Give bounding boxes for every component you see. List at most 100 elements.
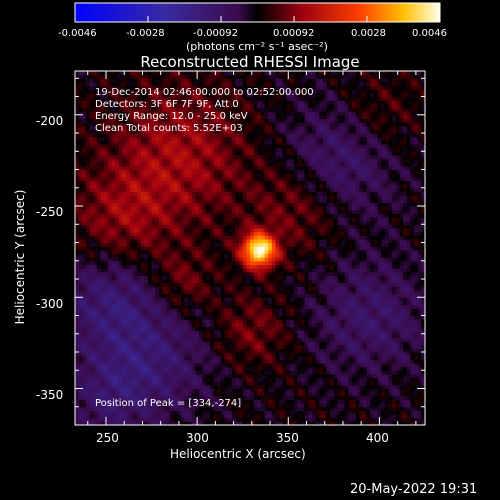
heatmap-cell xyxy=(166,162,171,167)
heatmap-cell xyxy=(177,235,182,240)
heatmap-cell xyxy=(260,399,266,404)
heatmap-cell xyxy=(96,333,102,339)
heatmap-cell xyxy=(147,293,153,298)
heatmap-cell xyxy=(100,180,105,185)
heatmap-cell xyxy=(242,140,247,145)
heatmap-cell xyxy=(253,414,258,419)
heatmap-cell xyxy=(246,377,251,382)
heatmap-cell xyxy=(151,377,156,382)
heatmap-cell xyxy=(136,180,142,185)
heatmap-cell xyxy=(228,319,233,324)
heatmap-cell xyxy=(250,293,255,298)
heatmap-cell xyxy=(93,213,98,218)
heatmap-cell xyxy=(239,191,244,196)
heatmap-cell xyxy=(224,111,229,116)
heatmap-cell xyxy=(100,326,105,331)
heatmap-cell xyxy=(239,158,244,163)
heatmap-cell xyxy=(118,410,123,415)
heatmap-cell xyxy=(188,414,193,419)
heatmap-cell xyxy=(246,406,251,411)
heatmap-cell xyxy=(184,275,189,280)
heatmap-cell xyxy=(198,286,204,291)
heatmap-cell xyxy=(180,78,185,83)
heatmap-cell xyxy=(250,162,255,167)
heatmap-cell xyxy=(209,89,215,94)
heatmap-cell xyxy=(78,308,83,313)
heatmap-cell xyxy=(151,85,156,90)
heatmap-cell xyxy=(111,249,116,255)
heatmap-cell xyxy=(217,260,222,266)
heatmap-cell xyxy=(188,162,193,167)
heatmap-cell xyxy=(96,362,102,368)
heatmap-cell xyxy=(118,399,123,404)
heatmap-cell xyxy=(202,173,207,178)
heatmap-cell xyxy=(140,198,145,203)
heatmap-cell xyxy=(246,154,251,160)
heatmap-cell xyxy=(126,151,131,156)
heatmap-cell xyxy=(140,165,145,171)
heatmap-cell xyxy=(228,326,233,331)
heatmap-cell xyxy=(82,384,87,390)
heatmap-cell xyxy=(180,289,185,295)
heatmap-cell xyxy=(136,220,142,225)
heatmap-cell xyxy=(75,406,80,411)
heatmap-cell xyxy=(96,392,102,397)
heatmap-cell xyxy=(217,187,222,193)
heatmap-cell xyxy=(239,195,244,200)
heatmap-cell xyxy=(100,216,105,222)
heatmap-cell xyxy=(111,213,116,218)
heatmap-cell xyxy=(184,206,189,211)
heatmap-cell xyxy=(104,246,109,251)
heatmap-cell xyxy=(257,136,262,141)
heatmap-cell xyxy=(235,198,240,203)
heatmap-cell xyxy=(140,74,145,79)
heatmap-cell xyxy=(107,92,113,98)
heatmap-cell xyxy=(75,213,80,218)
heatmap-cell xyxy=(217,206,222,211)
heatmap-cell xyxy=(140,322,145,328)
heatmap-cell xyxy=(188,238,193,244)
heatmap-cell xyxy=(242,202,247,207)
heatmap-cell xyxy=(231,388,237,393)
heatmap-cell xyxy=(129,165,134,171)
heatmap-cell xyxy=(209,180,215,185)
heatmap-cell xyxy=(169,279,175,284)
heatmap-cell xyxy=(100,264,105,269)
heatmap-cell xyxy=(213,78,218,83)
heatmap-cell xyxy=(220,227,226,233)
heatmap-cell xyxy=(100,162,105,167)
heatmap-cell xyxy=(111,114,116,120)
heatmap-cell xyxy=(173,260,178,266)
heatmap-cell xyxy=(82,403,87,408)
heatmap-cell xyxy=(89,224,94,229)
heatmap-cell xyxy=(195,308,200,313)
heatmap-cell xyxy=(107,377,113,382)
heatmap-cell xyxy=(147,246,153,251)
heatmap-cell xyxy=(184,213,189,218)
heatmap-cell xyxy=(162,326,167,331)
heatmap-cell xyxy=(235,348,240,353)
heatmap-cell xyxy=(260,315,266,320)
heatmap-cell xyxy=(100,373,105,379)
heatmap-cell xyxy=(209,406,215,411)
heatmap-cell xyxy=(177,191,182,196)
heatmap-cell xyxy=(260,366,266,371)
heatmap-cell xyxy=(242,308,247,313)
heatmap-cell xyxy=(107,147,113,152)
heatmap-cell xyxy=(228,176,233,182)
heatmap-cell xyxy=(126,330,131,335)
heatmap-cell xyxy=(224,143,229,149)
heatmap-cell xyxy=(228,213,233,218)
heatmap-cell xyxy=(188,129,193,134)
heatmap-cell xyxy=(173,388,178,393)
heatmap-cell xyxy=(166,381,171,386)
heatmap-cell xyxy=(169,165,175,171)
heatmap-cell xyxy=(107,191,113,196)
heatmap-cell xyxy=(111,403,116,408)
heatmap-cell xyxy=(188,191,193,196)
heatmap-cell xyxy=(140,78,145,83)
heatmap-cell xyxy=(155,319,160,324)
heatmap-cell xyxy=(202,154,207,160)
heatmap-cell xyxy=(191,169,196,174)
heatmap-cell xyxy=(78,209,83,214)
